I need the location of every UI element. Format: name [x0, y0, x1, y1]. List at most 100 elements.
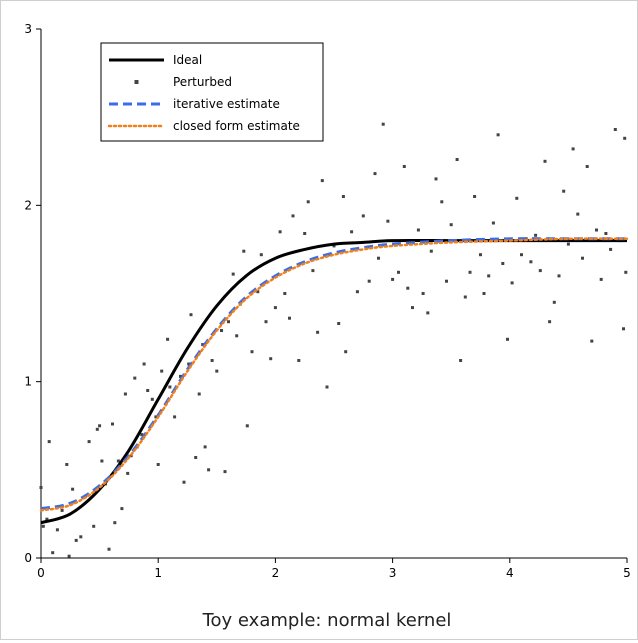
legend-label: iterative estimate [173, 97, 280, 111]
scatter-point [552, 300, 556, 304]
scatter-point [449, 223, 453, 227]
scatter-point [297, 359, 301, 362]
scatter-point [67, 554, 71, 558]
scatter-point [585, 165, 589, 168]
scatter-point [154, 415, 158, 419]
scatter-point [501, 262, 505, 265]
x-tick-label: 0 [37, 566, 45, 580]
scatter-point [142, 362, 146, 366]
scatter-point [173, 415, 177, 419]
scatter-point [386, 219, 390, 223]
scatter-point [473, 195, 477, 198]
scatter-point [92, 524, 96, 528]
ideal-line [40, 238, 627, 525]
scatter-point [355, 290, 359, 294]
scatter-point [47, 440, 51, 444]
scatter-point [182, 480, 186, 484]
x-tick-label: 3 [389, 566, 397, 580]
scatter-point [231, 272, 235, 276]
scatter-point [455, 158, 459, 161]
scatter-point [482, 292, 486, 295]
x-tick-label: 1 [154, 566, 162, 580]
scatter-point [571, 147, 575, 151]
scatter-point [350, 230, 354, 234]
x-tick-label: 2 [272, 566, 280, 580]
scatter-point [623, 136, 627, 140]
scatter-point [402, 165, 406, 168]
y-tick-label: 1 [24, 375, 32, 389]
scatter-point [283, 292, 287, 295]
scatter-point [120, 507, 124, 511]
scatter-point [259, 253, 263, 257]
scatter-point [520, 253, 523, 257]
scatter-point [235, 334, 239, 338]
scatter-point [107, 547, 111, 551]
legend-label: closed form estimate [173, 119, 300, 133]
scatter-point [201, 343, 205, 347]
scatter-point [242, 249, 246, 253]
iterative-estimate-line [40, 237, 627, 511]
scatter-point [98, 424, 102, 428]
scatter-point [332, 244, 336, 248]
scatter-point [538, 269, 542, 273]
scatter-point [278, 230, 282, 234]
scatter-point [187, 362, 191, 366]
x-tick-label: 4 [506, 566, 514, 580]
scatter-point [55, 528, 59, 532]
scatter-point [534, 233, 538, 237]
scatter-point [510, 281, 514, 285]
scatter-point [609, 247, 613, 251]
scatter-point [291, 214, 295, 218]
scatter-point [548, 320, 552, 324]
scatter-point [223, 470, 227, 474]
scatter-point [459, 359, 463, 362]
scatter-point [337, 322, 341, 325]
scatter-point [123, 392, 127, 396]
scatter-point [429, 249, 433, 253]
scatter-point [381, 122, 385, 126]
scatter-point [168, 385, 172, 389]
scatter-point [325, 385, 329, 389]
scatter-point [116, 459, 120, 463]
scatter-point [576, 212, 580, 216]
scatter-point [245, 424, 249, 428]
x-tick-label: 5 [623, 566, 631, 580]
scatter-point [391, 277, 395, 281]
scatter-point [100, 459, 104, 463]
scatter-point [557, 274, 561, 278]
scatter-point [79, 535, 83, 539]
scatter-point [624, 270, 628, 274]
scatter-point [220, 329, 223, 332]
scatter-point [463, 295, 467, 299]
scatter-point [51, 551, 55, 555]
axes: 0 1 2 3 4 5 0 1 2 3 [24, 22, 630, 580]
scatter-point [506, 337, 509, 341]
scatter-point [207, 468, 211, 472]
y-tick-label: 2 [24, 198, 32, 212]
scatter-point [303, 232, 307, 235]
scatter-point [39, 486, 43, 489]
y-tick-label: 3 [24, 22, 32, 36]
scatter-point [160, 369, 164, 373]
scatter-point [146, 389, 150, 392]
legend-label: Perturbed [173, 75, 232, 89]
scatter-point [479, 253, 482, 257]
scatter-point [150, 397, 154, 401]
scatter-point [126, 471, 130, 475]
closed-form-estimate-line [39, 237, 629, 512]
scatter-point [250, 350, 254, 354]
scatter-point [590, 339, 594, 343]
scatter-point [543, 159, 547, 163]
scatter-point [60, 508, 64, 512]
scatter-point [140, 433, 144, 437]
scatter-point [256, 290, 260, 294]
scatter-point [377, 256, 380, 260]
scatter-point [440, 200, 444, 204]
scatter-point [566, 242, 570, 246]
scatter-point [311, 269, 315, 273]
scatter-point [203, 445, 207, 449]
scatter-point [197, 392, 201, 396]
scatter-point [41, 524, 45, 528]
scatter-point [361, 214, 365, 218]
